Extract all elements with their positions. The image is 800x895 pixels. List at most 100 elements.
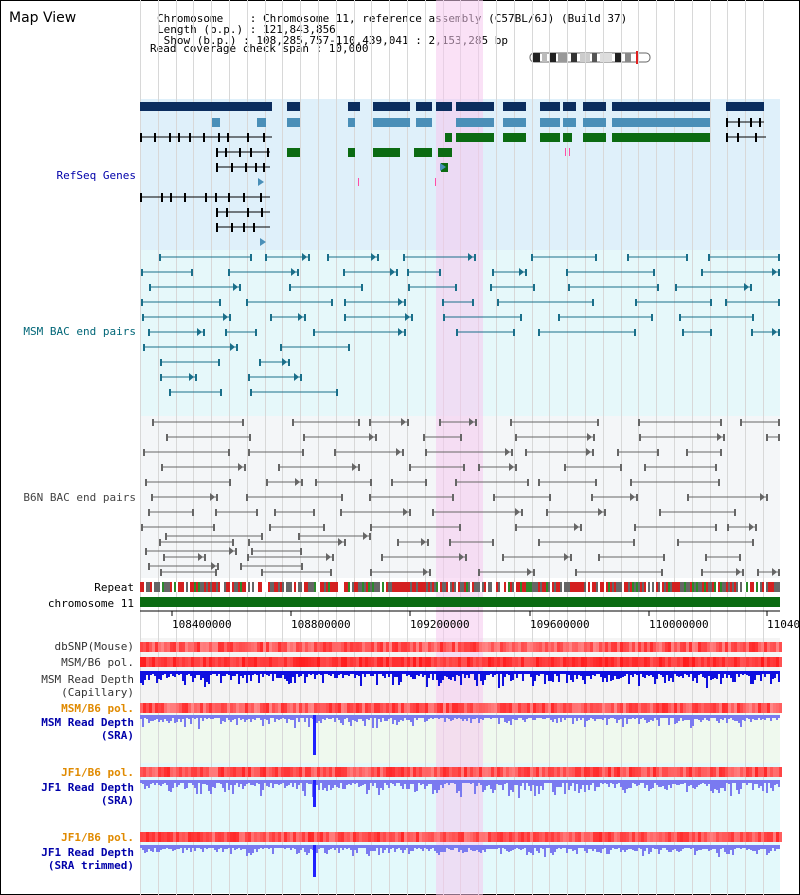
polymorphism-cell <box>641 703 644 713</box>
repeat-segment <box>656 582 658 592</box>
read-depth-bar <box>738 780 740 794</box>
read-depth-bar <box>342 845 344 850</box>
grid-line <box>585 0 586 895</box>
read-depth-bar <box>270 671 272 674</box>
axis-tick-label: 11040 <box>767 618 799 631</box>
track-label-msm-bac[interactable]: MSM BAC end pairs <box>23 325 136 338</box>
bac-end-marker <box>274 509 276 516</box>
read-depth-bar <box>218 845 220 849</box>
read-depth-bar <box>508 845 510 852</box>
bac-end-marker <box>778 269 780 276</box>
read-depth-bar <box>356 845 358 853</box>
track-label-refseq[interactable]: RefSeq Genes <box>56 169 136 182</box>
bac-arrow <box>302 253 307 261</box>
read-depth-bar <box>600 715 602 719</box>
gene-exon-tick <box>750 118 752 127</box>
polymorphism-cell <box>764 642 767 652</box>
repeat-segment <box>174 582 176 592</box>
read-depth-bar <box>248 715 250 719</box>
bac-arrow <box>371 253 376 261</box>
read-depth-bar <box>388 715 390 719</box>
polymorphism-cell <box>377 642 380 652</box>
repeat-segment <box>722 582 724 592</box>
repeat-segment <box>576 582 578 592</box>
bac-arrow <box>298 313 303 321</box>
polymorphism-cell <box>362 642 365 652</box>
repeat-segment <box>482 582 484 592</box>
read-depth-bar <box>452 845 454 850</box>
read-depth-bar <box>566 715 568 718</box>
read-depth-bar <box>238 780 240 787</box>
polymorphism-cell <box>275 657 278 667</box>
polymorphism-cell <box>248 642 251 652</box>
read-depth-bar <box>732 715 734 720</box>
repeat-segment <box>636 582 638 592</box>
read-depth-bar <box>164 845 166 849</box>
polymorphism-cell <box>632 657 635 667</box>
read-depth-bar <box>692 780 694 788</box>
polymorphism-cell <box>707 703 710 713</box>
polymorphism-cell <box>734 703 737 713</box>
read-depth-bar <box>662 845 664 848</box>
read-depth-bar <box>172 671 174 676</box>
read-depth-bar <box>758 845 760 850</box>
read-depth-bar <box>336 780 338 787</box>
read-depth-bar <box>506 845 508 851</box>
read-depth-bar <box>350 715 352 726</box>
read-depth-bar <box>716 715 718 721</box>
polymorphism-cell <box>590 657 593 667</box>
read-depth-bar <box>736 715 738 721</box>
read-depth-bar <box>638 715 640 724</box>
polymorphism-cell <box>188 657 191 667</box>
read-depth-bar <box>396 671 398 677</box>
polymorphism-cell <box>395 832 398 842</box>
read-depth-bar <box>388 671 390 677</box>
read-depth-bar <box>476 845 478 850</box>
read-depth-bar <box>420 671 422 674</box>
repeat-segment <box>356 582 358 592</box>
polymorphism-cell <box>506 657 509 667</box>
bac-arrow <box>468 253 473 261</box>
read-depth-bar <box>460 780 462 797</box>
polymorphism-cell <box>614 703 617 713</box>
read-depth-bar <box>504 845 506 849</box>
bac-end-marker <box>361 284 363 291</box>
read-depth-bar <box>288 780 290 785</box>
bac-end-marker <box>682 329 684 336</box>
read-depth-bar <box>380 845 382 848</box>
polymorphism-cell <box>665 703 668 713</box>
grid-line <box>282 0 283 895</box>
read-depth-bar <box>444 715 446 722</box>
read-depth-bar <box>208 845 210 848</box>
read-depth-bar <box>668 845 670 852</box>
read-depth-bar <box>498 845 500 848</box>
read-depth-bar <box>616 715 618 723</box>
repeat-segment <box>452 582 454 592</box>
read-depth-bar <box>224 845 226 849</box>
polymorphism-cell <box>635 767 638 777</box>
polymorphism-cell <box>611 832 614 842</box>
read-depth-bar <box>266 780 268 786</box>
track-label-b6n-bac[interactable]: B6N BAC end pairs <box>23 491 136 504</box>
repeat-segment <box>542 582 544 592</box>
polymorphism-cell <box>467 703 470 713</box>
polymorphism-cell <box>359 642 362 652</box>
repeat-segment <box>752 582 754 592</box>
polymorphism-cell <box>584 642 587 652</box>
bac-end-marker <box>375 434 377 441</box>
read-depth-bar <box>716 845 718 853</box>
read-depth-bar <box>208 715 210 718</box>
read-depth-bar <box>468 671 470 678</box>
polymorphism-cell <box>236 642 239 652</box>
read-depth-bar <box>698 845 700 850</box>
repeat-segment <box>682 582 684 592</box>
polymorphism-cell <box>482 832 485 842</box>
bac-end-marker <box>236 344 238 351</box>
repeat-segment <box>712 582 714 592</box>
gene-arrow <box>258 178 264 186</box>
repeat-segment <box>584 582 586 592</box>
read-depth-bar <box>546 845 548 848</box>
read-depth-bar <box>436 671 438 680</box>
repeat-segment <box>626 582 628 592</box>
